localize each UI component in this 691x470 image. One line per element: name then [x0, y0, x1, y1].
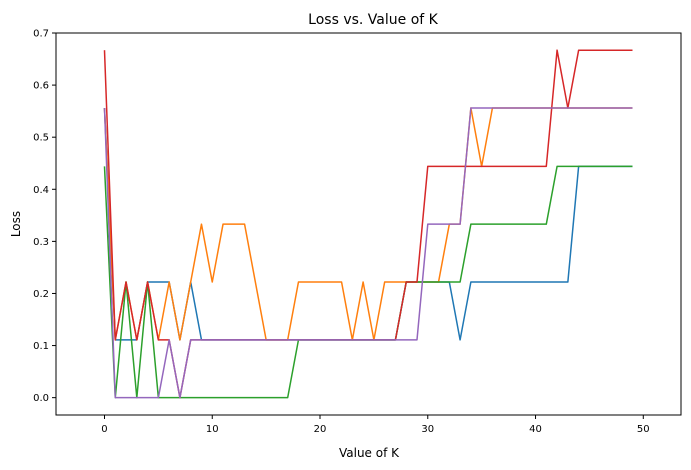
- series-line-4: [103, 49, 633, 399]
- x-tick-label: 50: [637, 424, 650, 435]
- x-axis-label: Value of K: [339, 446, 400, 460]
- y-tick-label: 0.0: [33, 393, 49, 404]
- x-axis: 0 10 20 30 40 50: [101, 415, 650, 435]
- y-tick-label: 0.3: [33, 237, 49, 248]
- y-axis-label: Loss: [9, 211, 23, 237]
- y-tick-label: 0.2: [33, 289, 49, 300]
- x-tick-label: 0: [101, 424, 107, 435]
- y-tick-label: 0.5: [33, 133, 49, 144]
- chart-title: Loss vs. Value of K: [308, 12, 438, 28]
- y-tick-label: 0.6: [33, 81, 49, 92]
- x-tick-label: 20: [314, 424, 327, 435]
- series-layer: [103, 49, 633, 399]
- y-axis: 0.0 0.1 0.2 0.3 0.4 0.5 0.6 0.7: [33, 29, 56, 404]
- plot-frame: [55, 32, 682, 416]
- y-tick-label: 0.4: [33, 185, 49, 196]
- series-line-2: [103, 107, 633, 341]
- x-tick-label: 40: [529, 424, 542, 435]
- y-tick-label: 0.1: [33, 341, 49, 352]
- x-tick-label: 30: [421, 424, 434, 435]
- series-line-5: [103, 107, 633, 399]
- x-tick-label: 10: [206, 424, 219, 435]
- series-line-1: [103, 107, 633, 341]
- y-tick-label: 0.7: [33, 29, 49, 40]
